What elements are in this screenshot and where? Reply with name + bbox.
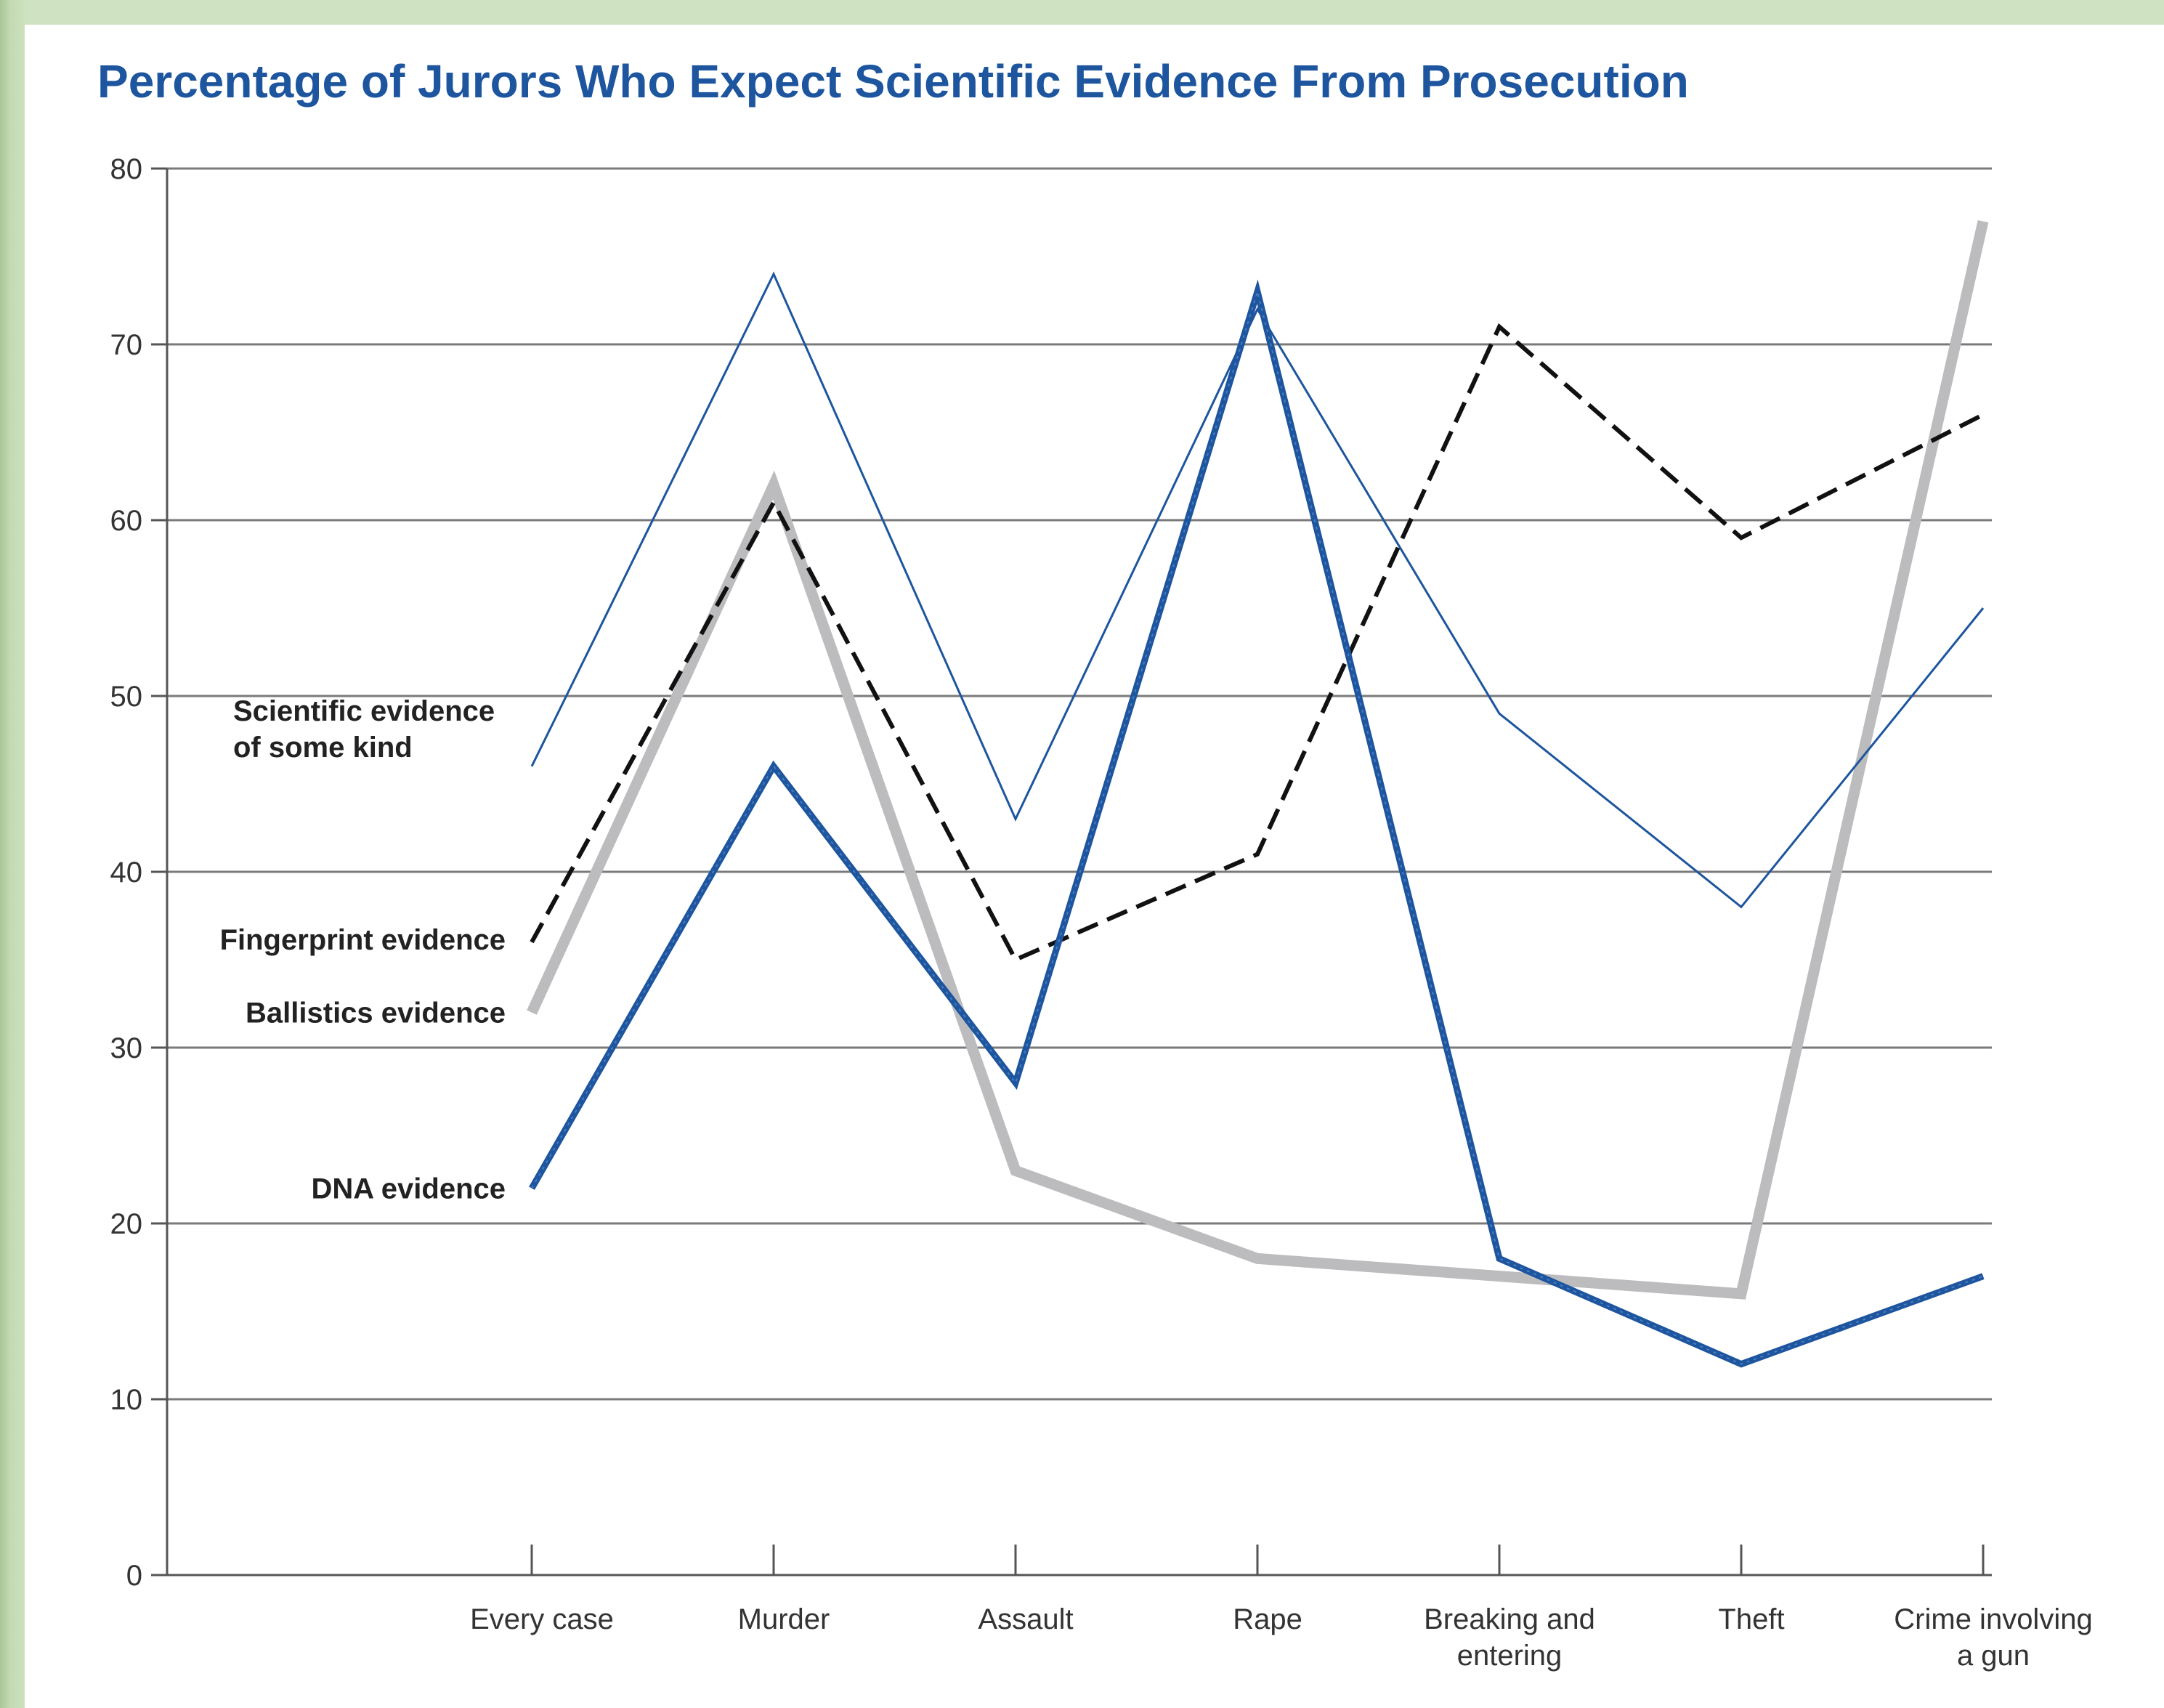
y-tick-label: 20: [110, 1208, 143, 1240]
x-tick-label: Assault: [978, 1603, 1073, 1635]
x-tick-label-line: Theft: [1718, 1603, 1784, 1635]
x-tick-label-line: a gun: [1957, 1640, 2030, 1672]
series-line-fingerprint-evidence: [530, 323, 1985, 963]
x-tick-label: Crime involving a gun: [1894, 1603, 2092, 1672]
series-lines: [527, 219, 1989, 1368]
x-tick-label-line: entering: [1457, 1640, 1563, 1672]
y-tick-label: 60: [110, 505, 143, 537]
series-label-line: Ballistics evidence: [246, 997, 506, 1029]
y-tick-label: 40: [110, 857, 143, 889]
x-tick-label-line: Rape: [1233, 1603, 1302, 1635]
x-tick-label-line: Murder: [738, 1603, 830, 1635]
series-labels: Scientific evidence of some kind Fingerpri…: [220, 695, 506, 1205]
axes: 0 10 20 30 40 50 60 70 80 Every case Murder Assault…: [110, 153, 2093, 1672]
series-label-line: of some kind: [233, 732, 413, 764]
series-label-line: Fingerprint evidence: [220, 924, 506, 956]
x-tick-label-line: Assault: [978, 1603, 1073, 1635]
series-line-scientific-evidence-of-some-kind: [530, 271, 1985, 909]
x-tick-label: Breaking and entering: [1424, 1603, 1595, 1672]
y-tick-label: 0: [126, 1560, 142, 1592]
x-tick-label: Murder: [738, 1603, 830, 1635]
y-tick-label: 80: [110, 153, 143, 185]
x-tick-label-line: Crime involving: [1894, 1603, 2092, 1635]
y-tick-label: 70: [110, 329, 143, 361]
x-tick-label-line: Breaking and: [1424, 1603, 1595, 1635]
series-label: Ballistics evidence: [246, 997, 506, 1029]
series-label: Fingerprint evidence: [220, 924, 506, 956]
grid-lines: [167, 167, 1992, 1401]
x-tick-label: Every case: [470, 1603, 614, 1635]
series-label-line: DNA evidence: [312, 1173, 506, 1205]
chart-panel: Percentage of Jurors Who Expect Scientif…: [25, 25, 2164, 1708]
series-label: Scientific evidence of some kind: [233, 695, 495, 764]
y-tick-label: 10: [110, 1384, 143, 1416]
series-line-ballistics-evidence: [527, 219, 1989, 1300]
x-tick-label: Rape: [1233, 1603, 1302, 1635]
y-tick-label: 30: [110, 1032, 143, 1064]
x-tick-label: Theft: [1718, 1603, 1784, 1635]
chart-title: Percentage of Jurors Who Expect Scientif…: [97, 55, 1689, 108]
series-label-line: Scientific evidence: [233, 695, 495, 727]
series-label: DNA evidence: [312, 1173, 506, 1205]
y-tick-label: 50: [110, 681, 143, 713]
line-chart: Percentage of Jurors Who Expect Scientif…: [97, 55, 2093, 1672]
x-tick-label-line: Every case: [470, 1603, 614, 1635]
series-line-texture: [531, 288, 1984, 1365]
